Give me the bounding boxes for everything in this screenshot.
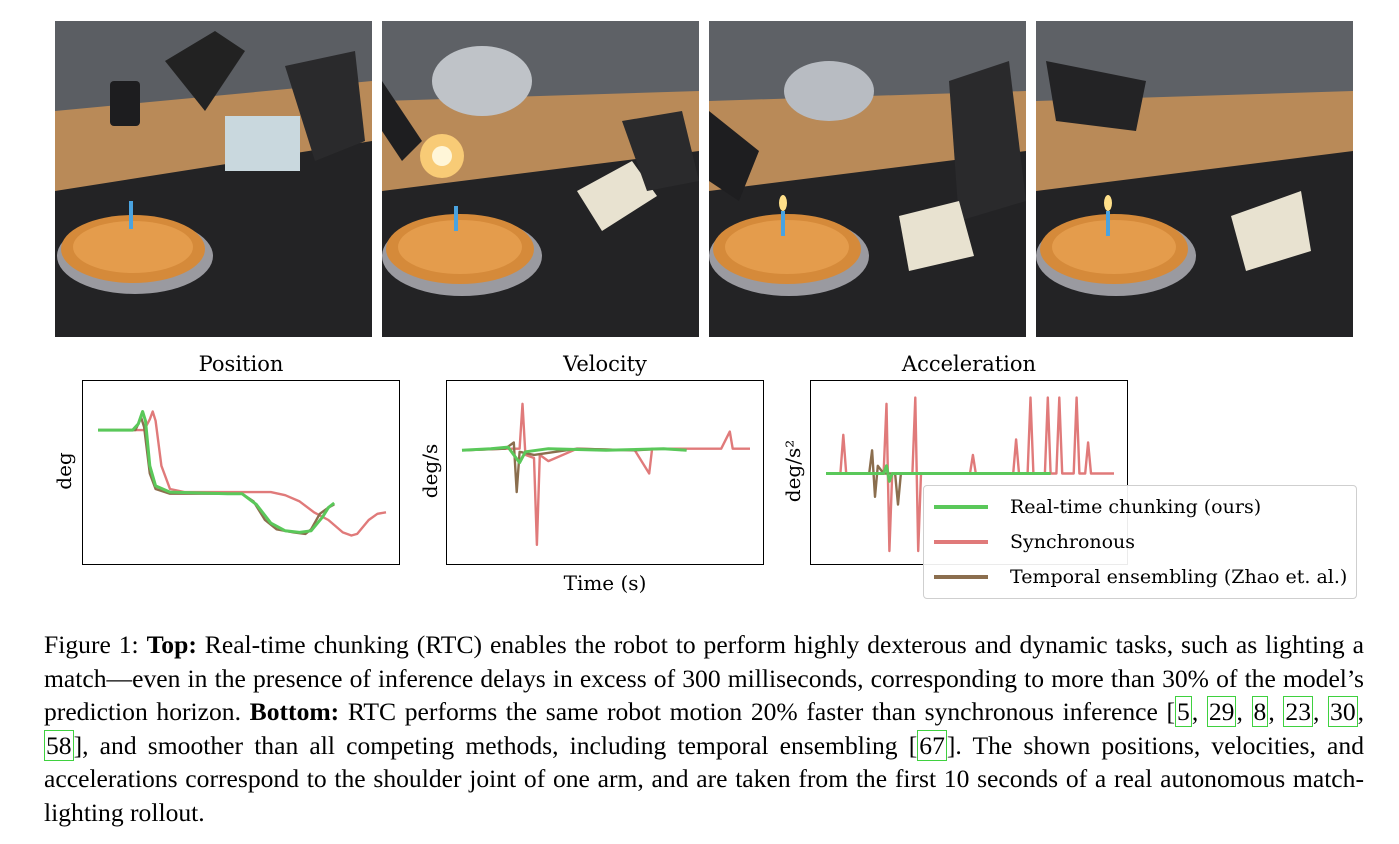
- chart-title-velocity: Velocity: [563, 352, 647, 376]
- chart-svg-position: [98, 410, 387, 537]
- caption-bottom-label: Bottom:: [249, 697, 340, 726]
- photo-2: [382, 21, 699, 337]
- series-line-synchronous: [461, 402, 750, 547]
- caption-top-label: Top:: [146, 630, 197, 659]
- chart-svg-velocity: [461, 402, 750, 547]
- caption-bottom-text-1: RTC performs the same robot motion 20% f…: [339, 697, 1176, 726]
- photo-4: [1036, 21, 1353, 337]
- legend-swatch-temporal-ensembling: [934, 575, 988, 579]
- caption-bottom-text-2: ], and smoother than all competing metho…: [73, 730, 918, 760]
- chart-plot-velocity: [446, 380, 764, 565]
- photo-3: [709, 21, 1026, 337]
- legend-label-rtc: Real-time chunking (ours): [1010, 496, 1262, 518]
- caption-bottom-text-3: ]. The shown positions, velocities, and …: [44, 730, 1364, 827]
- chart-ylabel-acceleration: deg/s²: [781, 439, 805, 503]
- chart-ylabel-velocity: deg/s: [418, 443, 442, 499]
- legend-item-synchronous: Synchronous: [924, 527, 1135, 557]
- series-line-real-time-chunking-ours: [826, 464, 1051, 483]
- chart-title-position: Position: [198, 352, 284, 376]
- citation-link[interactable]: 67: [917, 729, 947, 761]
- legend-swatch-rtc: [934, 505, 988, 509]
- citation-link[interactable]: 5: [1175, 696, 1192, 727]
- figure-caption: Figure 1: Top: Real-time chunking (RTC) …: [44, 630, 1365, 827]
- legend-swatch-synchronous: [934, 540, 988, 544]
- citation-link[interactable]: 8: [1251, 696, 1269, 727]
- chart-plot-position: [82, 380, 400, 565]
- series-line-real-time-chunking-ours: [98, 410, 336, 534]
- legend-item-rtc: Real-time chunking (ours): [924, 492, 1261, 522]
- citation-link[interactable]: 29: [1206, 696, 1237, 727]
- chart-xlabel-velocity: Time (s): [563, 571, 647, 595]
- chart-legend: Real-time chunking (ours) Synchronous Te…: [923, 485, 1357, 599]
- citation-link[interactable]: 30: [1328, 696, 1358, 727]
- photo-1: [55, 21, 372, 337]
- series-line-real-time-chunking-ours: [461, 445, 687, 465]
- legend-label-synchronous: Synchronous: [1010, 531, 1136, 553]
- series-line-synchronous: [98, 410, 387, 537]
- legend-label-temporal-ensembling: Temporal ensembling (Zhao et. al.): [1010, 566, 1348, 588]
- caption-top-text: Real-time chunking (RTC) enables the rob…: [44, 630, 1364, 726]
- series-line-temporal-ensembling-zhao-et-al: [98, 416, 335, 536]
- citation-link[interactable]: 23: [1283, 696, 1313, 727]
- chart-ylabel-position: deg: [52, 452, 76, 490]
- citation-link[interactable]: 58: [44, 729, 74, 761]
- chart-svg-acceleration: [826, 396, 1114, 553]
- caption-figure-label: Figure 1:: [44, 630, 147, 659]
- legend-item-temporal-ensembling: Temporal ensembling (Zhao et. al.): [924, 562, 1347, 592]
- chart-title-acceleration: Acceleration: [901, 352, 1037, 376]
